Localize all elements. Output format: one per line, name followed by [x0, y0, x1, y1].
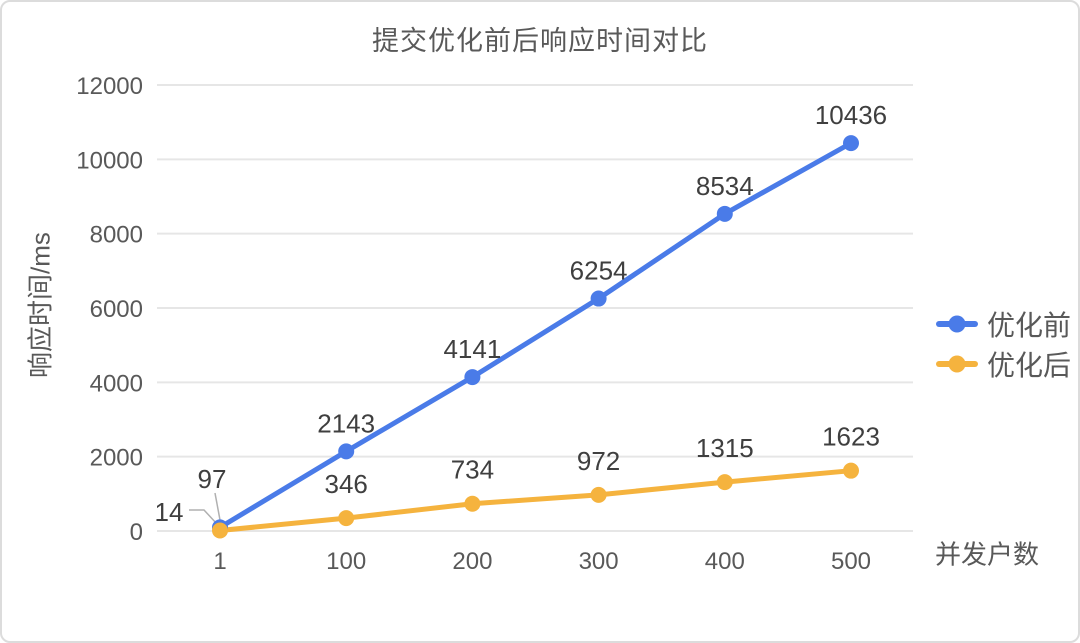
data-label-series-0: 2143 [317, 408, 375, 438]
y-axis-title: 响应时间/ms [25, 232, 56, 378]
legend-item-before-optimization[interactable]: 优化前 [936, 304, 1071, 344]
data-point-series-1 [212, 522, 228, 539]
data-label-series-1: 14 [155, 497, 184, 527]
data-point-series-1 [464, 495, 481, 512]
data-point-series-0 [843, 135, 859, 152]
leader-line [189, 509, 218, 525]
legend-item-after-optimization[interactable]: 优化后 [936, 344, 1071, 384]
data-point-series-0 [716, 205, 733, 222]
data-point-series-1 [338, 510, 355, 527]
legend-label: 优化后 [987, 350, 1072, 381]
x-tick-label: 100 [326, 548, 366, 575]
y-tick-label: 0 [130, 519, 143, 546]
data-label-series-1: 346 [325, 469, 368, 499]
legend-dot-marker [948, 315, 966, 333]
x-tick-label: 500 [831, 548, 871, 575]
legend-line-marker [936, 355, 978, 373]
x-tick-label: 300 [579, 548, 619, 575]
x-tick-label: 1 [213, 548, 226, 575]
x-tick-label: 400 [705, 548, 745, 575]
data-label-series-1: 1623 [822, 422, 880, 452]
data-label-series-0: 4141 [443, 334, 501, 364]
data-label-series-0: 97 [198, 464, 227, 494]
data-label-series-0: 6254 [570, 256, 628, 286]
data-label-series-1: 972 [577, 446, 620, 476]
data-point-series-0 [464, 369, 481, 386]
y-tick-label: 6000 [90, 296, 143, 323]
y-tick-label: 10000 [76, 147, 143, 174]
data-point-series-1 [590, 486, 607, 503]
y-tick-label: 2000 [90, 445, 143, 472]
series-line-0 [217, 140, 854, 530]
data-point-series-1 [716, 474, 733, 491]
chart-title: 提交优化前后响应时间对比 [372, 26, 708, 56]
data-label-series-0: 8534 [696, 171, 754, 201]
data-label-series-1: 1315 [696, 433, 754, 463]
y-tick-label: 8000 [90, 222, 143, 249]
y-tick-label: 12000 [76, 73, 143, 100]
legend: 优化前 优化后 [936, 304, 1071, 384]
x-axis-title: 并发户数 [934, 539, 1040, 570]
x-tick-label: 200 [452, 548, 492, 575]
data-point-series-1 [843, 462, 859, 479]
legend-line-marker [936, 315, 978, 333]
series-line-1 [217, 468, 854, 533]
data-label-series-0: 10436 [815, 100, 887, 130]
data-point-series-0 [338, 443, 355, 460]
data-point-series-0 [590, 290, 607, 307]
data-label-series-1: 734 [451, 455, 494, 485]
legend-label: 优化前 [987, 310, 1072, 341]
legend-dot-marker [948, 355, 966, 373]
y-tick-label: 4000 [90, 370, 143, 397]
leader-line [214, 492, 221, 521]
